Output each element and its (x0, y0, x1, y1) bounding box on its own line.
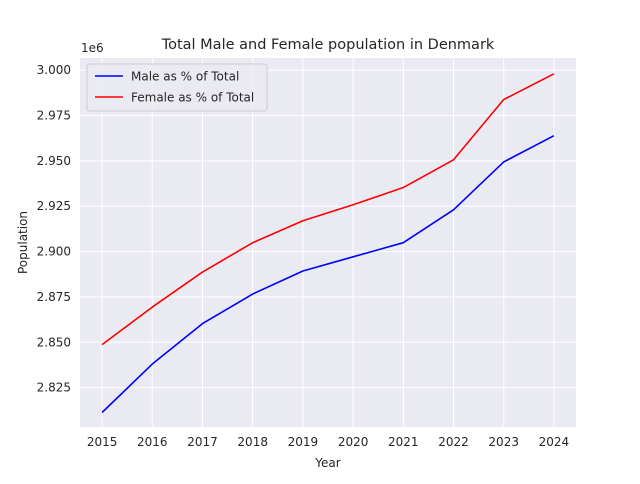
y-tick-label: 3.000 (37, 63, 71, 77)
plot-area (80, 58, 576, 427)
x-tick-label: 2015 (87, 435, 118, 449)
series-line-1 (101, 73, 555, 346)
x-tick-label: 2018 (237, 435, 268, 449)
legend-label-female: Female as % of Total (131, 91, 254, 105)
y-tick-label: 2.975 (37, 109, 71, 123)
legend: Male as % of Total Female as % of Total (86, 63, 268, 112)
y-tick-label: 2.950 (37, 154, 71, 168)
y-tick-label: 2.825 (37, 381, 71, 395)
y-tick-label: 2.925 (37, 199, 71, 213)
x-tick-label: 2021 (388, 435, 419, 449)
y-tick-label: 2.900 (37, 245, 71, 259)
grid-lines (80, 58, 576, 427)
y-tick-label: 2.875 (37, 290, 71, 304)
y-tick-label: 2.850 (37, 335, 71, 349)
x-tick-label: 2020 (338, 435, 369, 449)
x-tick-label: 2019 (288, 435, 319, 449)
x-tick-label: 2023 (488, 435, 519, 449)
y-axis-offset-label: 1e6 (81, 41, 104, 55)
legend-label-male: Male as % of Total (131, 70, 239, 84)
x-tick-label: 2017 (187, 435, 218, 449)
y-axis-ticks: 2.825 2.850 2.875 2.900 2.925 2.950 2.975 3.000 (37, 63, 71, 394)
x-axis-ticks: 2015 2016 2017 2018 2019 2020 2021 2022 2023 2024 (87, 435, 569, 449)
x-tick-label: 2016 (137, 435, 168, 449)
series-line-0 (101, 134, 555, 414)
series-lines (101, 73, 555, 414)
chart-title: Total Male and Female population in Denm… (161, 37, 495, 53)
x-axis-label: Year (314, 456, 340, 470)
x-tick-label: 2024 (539, 435, 570, 449)
legend-box (86, 63, 268, 112)
y-axis-label: Population (16, 211, 30, 274)
x-tick-label: 2022 (438, 435, 469, 449)
